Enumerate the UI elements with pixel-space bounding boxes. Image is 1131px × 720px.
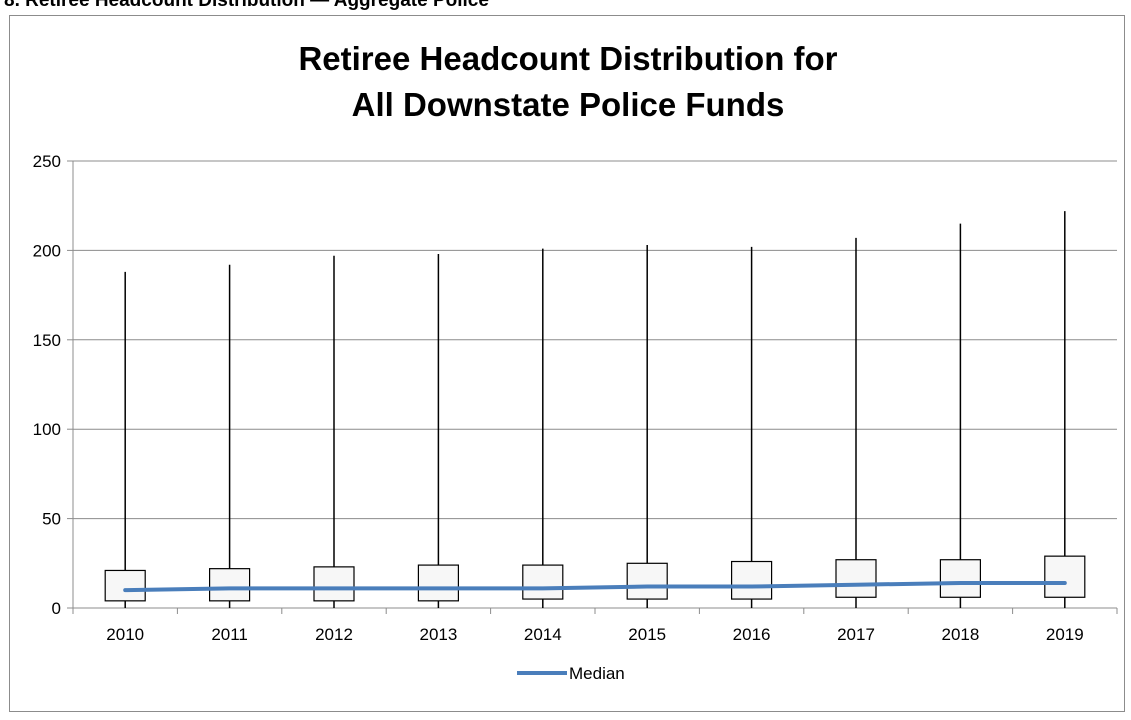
chart-title-line-1: Retiree Headcount Distribution for — [298, 40, 838, 77]
y-tick-label-0: 0 — [52, 599, 61, 618]
y-tick-label-250: 250 — [33, 152, 61, 171]
box-2015 — [626, 562, 668, 600]
box-2019 — [1044, 555, 1086, 598]
y-tick-label-150: 150 — [33, 331, 61, 350]
chart-title: Retiree Headcount Distribution for All D… — [10, 36, 1126, 128]
legend-label-median: Median — [569, 664, 625, 683]
box-2012 — [313, 566, 355, 602]
x-tick-label-2012: 2012 — [315, 625, 353, 644]
x-tick-label-2013: 2013 — [419, 625, 457, 644]
x-tick-label-2019: 2019 — [1046, 625, 1084, 644]
box-2011 — [209, 568, 251, 602]
page-header-strip: 8. Retiree Headcount Distribution — Aggr… — [0, 0, 1131, 16]
box-2010 — [104, 569, 146, 602]
box-2017 — [835, 559, 877, 598]
x-tick-label-2015: 2015 — [628, 625, 666, 644]
y-tick-label-100: 100 — [33, 420, 61, 439]
box-2014 — [522, 564, 564, 600]
y-tick-label-200: 200 — [33, 241, 61, 260]
x-tick-label-2014: 2014 — [524, 625, 562, 644]
x-tick-label-2017: 2017 — [837, 625, 875, 644]
x-tick-label-2018: 2018 — [941, 625, 979, 644]
chart-frame: Retiree Headcount Distribution for All D… — [9, 15, 1125, 712]
page-header-text: 8. Retiree Headcount Distribution — Aggr… — [4, 0, 489, 11]
chart-title-line-2: All Downstate Police Funds — [351, 86, 785, 123]
box-2016 — [730, 560, 773, 600]
x-tick-label-2016: 2016 — [733, 625, 771, 644]
x-tick-label-2011: 2011 — [211, 625, 248, 644]
box-plot-chart: 0 50 100 150 200 250 2010 2011 2012 2013 2014 2015 2… — [33, 152, 1118, 683]
x-tick-label-2010: 2010 — [106, 625, 144, 644]
box-2013 — [417, 564, 459, 602]
box-2018 — [939, 559, 982, 598]
y-tick-label-50: 50 — [42, 510, 61, 529]
median-line — [123, 580, 1067, 593]
